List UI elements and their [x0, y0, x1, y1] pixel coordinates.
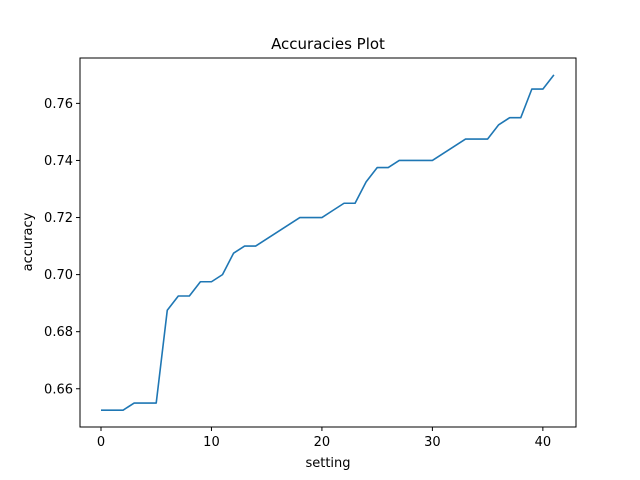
y-axis-label: accuracy [21, 212, 36, 271]
x-tick-label: 20 [314, 435, 331, 450]
x-tick-label: 40 [535, 435, 552, 450]
x-tick-label: 0 [97, 435, 105, 450]
x-axis-ticks: 0 10 20 30 40 [97, 427, 551, 450]
series-line-0 [100, 74, 555, 411]
y-tick-label: 0.76 [44, 97, 73, 112]
y-tick-label: 0.68 [44, 325, 73, 340]
y-tick-label: 0.70 [44, 268, 73, 283]
x-axis-label: setting [305, 456, 350, 471]
y-tick-label: 0.66 [44, 382, 73, 397]
x-tick-label: 10 [203, 435, 220, 450]
y-tick-label: 0.72 [44, 211, 73, 226]
axes-frame [79, 57, 577, 428]
y-axis-ticks: 0.66 0.68 0.70 0.72 0.74 0.76 [44, 97, 80, 397]
chart-title: Accuracies Plot [271, 35, 385, 53]
y-tick-label: 0.74 [44, 154, 73, 169]
plot-area [100, 74, 555, 411]
x-tick-label: 30 [424, 435, 441, 450]
